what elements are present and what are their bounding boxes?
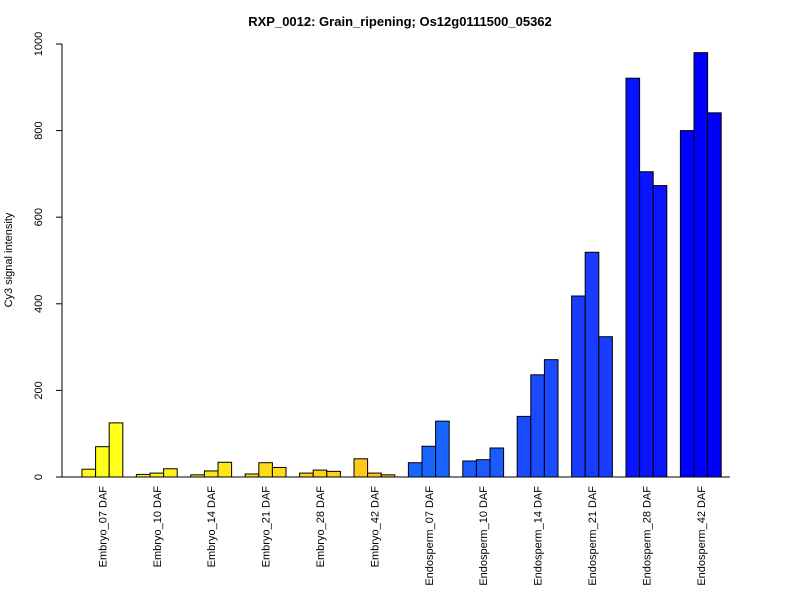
- bar: [543, 359, 559, 478]
- bar: [163, 468, 178, 478]
- bar: [625, 77, 641, 478]
- x-category-label: Embryo_07 DAF: [97, 486, 109, 568]
- category-labels: Embryo_07 DAF Embryo_10 DAF Embryo_14 DAF E…: [97, 486, 707, 586]
- bar: [407, 462, 423, 478]
- y-axis-label: Cy3 signal intensity: [3, 212, 15, 307]
- bar: [652, 185, 668, 478]
- bar: [489, 447, 505, 478]
- bar: [380, 474, 396, 478]
- x-category-label: Endosperm_21 DAF: [587, 486, 599, 586]
- bar-group: [244, 462, 287, 478]
- bar: [707, 112, 722, 478]
- y-axis: 0 200 400 600 800 1000: [33, 32, 63, 480]
- bar: [353, 458, 369, 478]
- x-category-label: Endosperm_28 DAF: [641, 486, 653, 586]
- bar: [679, 130, 695, 478]
- bar: [312, 469, 328, 478]
- bar: [584, 251, 600, 478]
- bar-group: [462, 447, 505, 478]
- bar: [326, 470, 341, 478]
- x-category-label: Embryo_28 DAF: [315, 486, 327, 568]
- bar-group: [516, 359, 559, 478]
- y-tick-label: 1000: [33, 32, 45, 56]
- bar-group: [571, 251, 613, 478]
- y-tick-label: 200: [33, 381, 45, 399]
- bar: [639, 171, 654, 478]
- bar: [571, 295, 586, 478]
- bar: [135, 473, 151, 478]
- bar-group: [299, 469, 341, 478]
- bar-group: [679, 52, 722, 478]
- bar: [435, 420, 450, 478]
- y-tick-label: 600: [33, 208, 45, 226]
- x-category-label: Endosperm_10 DAF: [478, 486, 490, 586]
- bar: [693, 52, 709, 478]
- y-tick-label: 0: [33, 474, 45, 480]
- bar: [81, 468, 97, 478]
- bar-group: [135, 468, 178, 478]
- bar: [203, 470, 219, 478]
- bar: [516, 415, 532, 478]
- bar-group: [190, 461, 233, 478]
- bar: [475, 459, 491, 478]
- x-category-label: Endosperm_07 DAF: [424, 486, 436, 586]
- bar: [217, 461, 233, 478]
- bar: [271, 466, 287, 478]
- bar-group: [81, 422, 124, 478]
- bar: [108, 422, 124, 478]
- bar-group: [353, 458, 396, 478]
- bar: [190, 474, 205, 478]
- bar: [299, 472, 314, 478]
- x-category-label: Endosperm_14 DAF: [533, 486, 545, 586]
- bar-group: [407, 420, 450, 478]
- chart-title: RXP_0012: Grain_ripening; Os12g0111500_0…: [248, 14, 552, 29]
- bar: [367, 472, 382, 478]
- bar: [149, 472, 165, 478]
- x-category-label: Embryo_14 DAF: [206, 486, 218, 568]
- x-category-label: Embryo_42 DAF: [369, 486, 381, 568]
- bar: [462, 460, 477, 478]
- bar: [530, 374, 545, 478]
- bar: [95, 446, 110, 478]
- bar: [598, 336, 613, 478]
- y-tick-label: 400: [33, 295, 45, 313]
- bar: [244, 473, 260, 478]
- bar-group: [625, 77, 668, 478]
- bars: [81, 52, 722, 478]
- x-category-label: Endosperm_42 DAF: [696, 486, 708, 586]
- y-tick-label: 800: [33, 121, 45, 139]
- bar: [421, 445, 437, 478]
- x-category-label: Embryo_10 DAF: [152, 486, 164, 568]
- x-category-label: Embryo_21 DAF: [261, 486, 273, 568]
- bar: [258, 462, 273, 478]
